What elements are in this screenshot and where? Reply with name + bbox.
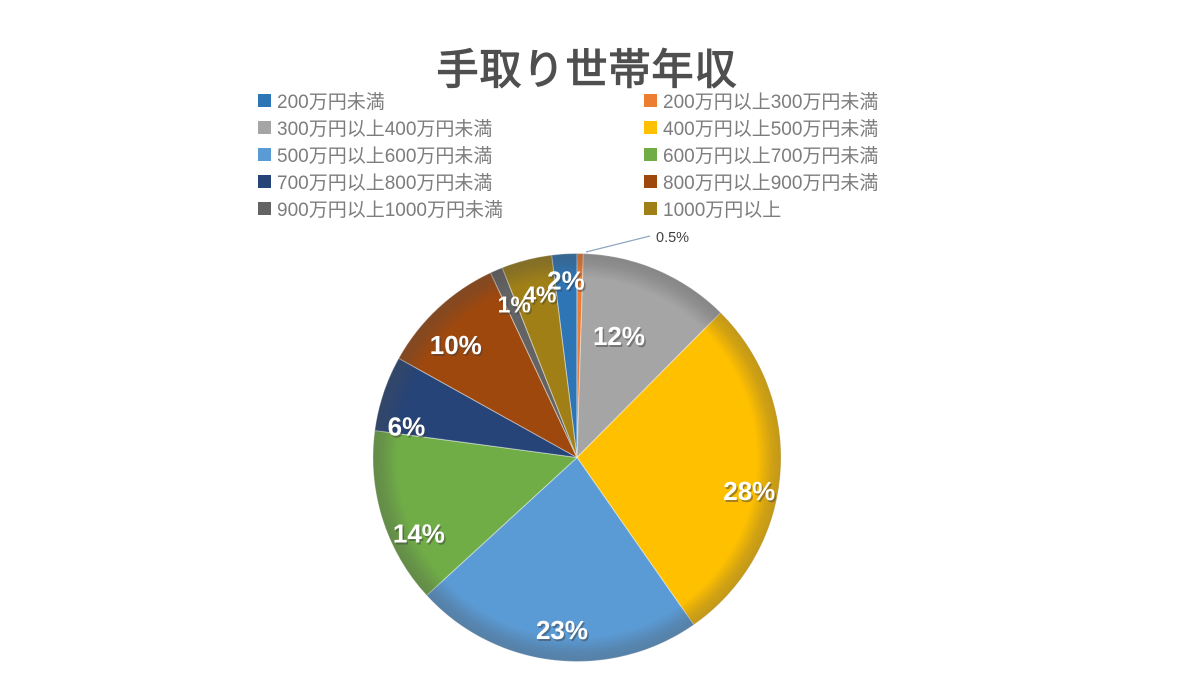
legend-item: 500万円以上600万円未満: [258, 141, 644, 168]
pie-slice-label-shadow-8: 1%: [499, 294, 532, 320]
callout-leader-line: [585, 235, 651, 253]
chart-title: 手取り世帯年収: [436, 46, 738, 93]
legend-swatch: [644, 202, 657, 215]
pie-slice-label-shadow-2: 12%: [594, 323, 646, 353]
legend-label: 600万円以上700万円未満: [663, 146, 879, 167]
legend-label: 500万円以上600万円未満: [277, 146, 493, 167]
legend-label: 400万円以上500万円未満: [663, 119, 879, 140]
pie-labels: 2%2%0.5%12%12%28%28%23%23%14%14%6%6%10%1…: [388, 230, 777, 647]
pie-slice-label-1: 0.5%: [656, 230, 689, 246]
legend-item: 200万円以上300万円未満: [644, 87, 878, 114]
pie-slice-label-3: 28%: [723, 476, 775, 506]
legend-label: 1000万円以上: [663, 200, 782, 221]
pie-slice-label-4: 23%: [536, 615, 588, 645]
legend-item: 1000万円以上: [644, 195, 878, 222]
pie-slice-label-0: 2%: [547, 265, 585, 295]
legend-swatch: [644, 121, 657, 134]
legend-swatch: [258, 121, 271, 134]
legend-swatch: [258, 148, 271, 161]
pie-slice-label-shadow-7: 10%: [431, 332, 483, 362]
legend-item: 700万円以上800万円未満: [258, 168, 644, 195]
legend-swatch: [258, 202, 271, 215]
pie-slice-label-shadow-9: 4%: [525, 283, 558, 309]
pie-slice-label-shadow-6: 6%: [389, 414, 427, 444]
legend-item: 300万円以上400万円未満: [258, 114, 644, 141]
pie-slice-label-shadow-5: 14%: [394, 521, 446, 551]
legend-item: 800万円以上900万円未満: [644, 168, 878, 195]
pie-slice-label-6: 6%: [388, 412, 426, 442]
legend-item: 900万円以上1000万円未満: [258, 195, 644, 222]
legend-swatch: [644, 94, 657, 107]
legend-item: 200万円未満: [258, 87, 644, 114]
legend-item: 400万円以上500万円未満: [644, 114, 878, 141]
legend-label: 700万円以上800万円未満: [277, 173, 493, 194]
legend-label: 900万円以上1000万円未満: [277, 200, 503, 221]
legend-item: 600万円以上700万円未満: [644, 141, 878, 168]
pie-slice-label-shadow-4: 23%: [537, 617, 589, 647]
legend-swatch: [258, 175, 271, 188]
pie-slices: [372, 252, 782, 662]
legend-label: 200万円未満: [277, 92, 385, 113]
pie-slice-label-2: 12%: [593, 321, 645, 351]
legend-label: 200万円以上300万円未満: [663, 92, 879, 113]
legend-label: 800万円以上900万円未満: [663, 173, 879, 194]
legend-swatch: [644, 175, 657, 188]
pie-slice-label-7: 10%: [430, 330, 482, 360]
pie-slice-label-8: 1%: [498, 292, 531, 318]
legend-swatch: [644, 148, 657, 161]
pie-slice-label-shadow-0: 2%: [549, 267, 587, 297]
legend-label: 300万円以上400万円未満: [277, 119, 493, 140]
pie-slice-label-9: 4%: [523, 281, 556, 307]
legend-swatch: [258, 94, 271, 107]
legend: 200万円未満 200万円以上300万円未満 300万円以上400万円未満 400万円…: [258, 87, 878, 222]
pie-slice-label-shadow-3: 28%: [725, 478, 777, 508]
pie-slice-label-5: 14%: [393, 519, 445, 549]
